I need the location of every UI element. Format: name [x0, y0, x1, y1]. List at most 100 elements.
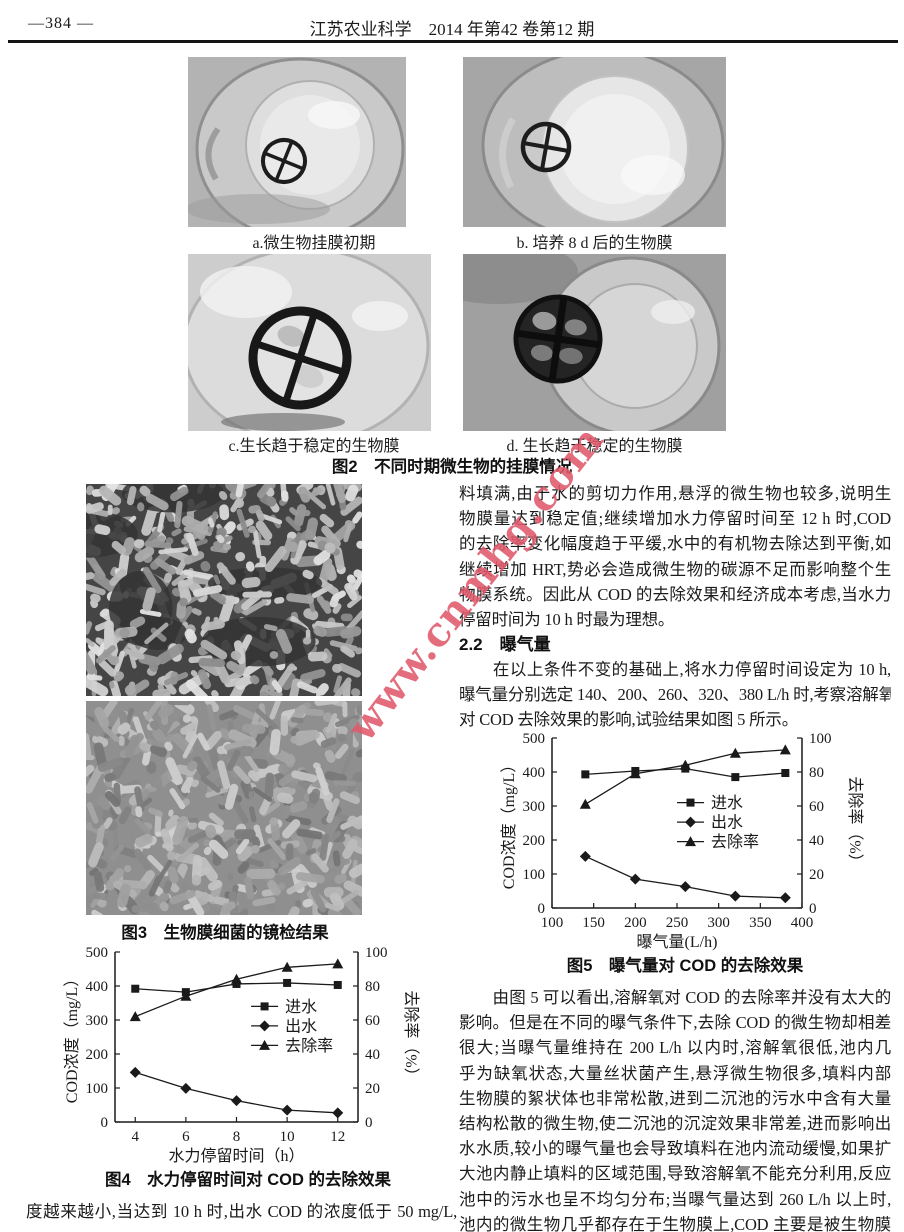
svg-text:水力停留时间（h）: 水力停留时间（h） [168, 1147, 304, 1165]
right-paragraph-2: 在以上条件不变的基础上,将水力停留时间设定为 10 h, 曝气量分别选定 140、… [459, 657, 891, 734]
text-line: 对 COD 去除效果的影响,试验结果如图 5 所示。 [459, 710, 799, 730]
figure3-sem-image-bottom [86, 701, 362, 915]
figure3-sem-image-top [86, 484, 362, 696]
svg-text:出水: 出水 [711, 814, 743, 832]
svg-text:60: 60 [809, 799, 824, 815]
figure2-subcaption-b: b. 培养 8 d 后的生物膜 [516, 235, 673, 252]
svg-text:6: 6 [182, 1129, 190, 1145]
svg-text:200: 200 [624, 915, 647, 931]
svg-text:100: 100 [541, 915, 564, 931]
text-line: 大池内静止填料的区域范围,导致溶解氧不能充分利用,反应 [459, 1164, 891, 1184]
svg-text:10: 10 [280, 1129, 295, 1145]
figure2-subcaption-d: d. 生长趋于稳定的生物膜 [506, 438, 683, 455]
text-line: 物膜量达到稳定值;继续增加水力停留时间至 12 h 时,COD [459, 509, 891, 529]
svg-text:COD浓度（mg/L）: COD浓度（mg/L） [500, 757, 518, 889]
figure4-caption: 图4 水力停留时间对 COD 的去除效果 [104, 1171, 391, 1189]
svg-text:100: 100 [523, 867, 546, 883]
section-heading-2-2: 2.2 曝气量 [459, 635, 551, 654]
header-rule [8, 40, 898, 43]
svg-text:去除率: 去除率 [285, 1037, 333, 1055]
svg-text:12: 12 [330, 1129, 345, 1145]
figure5-caption: 图5 曝气量对 COD 的去除效果 [566, 957, 804, 975]
text-line: 乎为缺氧状态,大量丝状菌产生,悬浮微生物很多,填料内部 [459, 1063, 891, 1083]
svg-text:进水: 进水 [285, 998, 317, 1016]
svg-text:0: 0 [101, 1115, 109, 1131]
svg-text:4: 4 [132, 1129, 140, 1145]
text-line: 很大;当曝气量维持在 200 L/h 以内时,溶解氧很低,池内几 [459, 1038, 891, 1058]
figure2-photo-c-beaker-image [188, 254, 431, 431]
svg-text:COD浓度（mg/L）: COD浓度（mg/L） [63, 971, 81, 1103]
series-line [135, 1071, 338, 1114]
text-line: 曝气量分别选定 140、200、260、320、380 L/h 时,考察溶解氧 [459, 685, 891, 705]
text-line: 物膜系统。因此从 COD 的去除效果和经济成本考虑,当水力 [459, 584, 891, 604]
svg-text:20: 20 [809, 867, 824, 883]
svg-text:进水: 进水 [711, 794, 743, 812]
svg-text:300: 300 [707, 915, 730, 931]
figure2-photo-d-beaker-image [463, 254, 726, 431]
svg-text:300: 300 [86, 1013, 109, 1029]
svg-text:400: 400 [523, 765, 546, 781]
svg-text:100: 100 [365, 945, 388, 961]
svg-text:150: 150 [582, 915, 605, 931]
text-line: 池中的污水也呈不均匀分布;当曝气量达到 260 L/h 以上时, [459, 1189, 891, 1209]
page-number: —384 — [28, 15, 94, 32]
svg-text:去除率（%）: 去除率（%） [846, 776, 864, 869]
svg-text:250: 250 [666, 915, 689, 931]
figure2-photo-a-beaker-image [188, 57, 406, 227]
biofilm-carrier-icon [513, 294, 603, 384]
text-line: 由图 5 可以看出,溶解氧对 COD 的去除率并没有太大的 [459, 988, 891, 1007]
svg-text:100: 100 [86, 1081, 109, 1097]
right-paragraph-1: 料填满,由于水的剪切力作用,悬浮的微生物也较多,说明生 物膜量达到稳定值;继续增加… [459, 481, 891, 633]
svg-text:0: 0 [365, 1115, 373, 1131]
svg-text:80: 80 [809, 765, 824, 781]
text-line: 生物膜的絮状体也非常松散,进到二沉池的污水中含有大量 [459, 1088, 891, 1108]
svg-text:300: 300 [523, 799, 546, 815]
svg-text:350: 350 [749, 915, 772, 931]
svg-text:400: 400 [791, 915, 814, 931]
figure2-subcaption-a: a.微生物挂膜初期 [252, 235, 376, 252]
svg-text:去除率（%）: 去除率（%） [402, 990, 420, 1083]
right-paragraph-3: 由图 5 可以看出,溶解氧对 COD 的去除率并没有太大的 影响。但是在不同的曝气… [459, 985, 891, 1232]
biofilm-carrier-icon [520, 121, 572, 173]
svg-text:0: 0 [538, 901, 546, 917]
svg-text:500: 500 [523, 731, 546, 747]
figure3-caption: 图3 生物膜细菌的镜检结果 [121, 924, 329, 942]
text-line: 结构松散的微生物,使二沉池的沉淀效果非常差,进而影响出 [459, 1113, 891, 1133]
svg-text:出水: 出水 [285, 1017, 317, 1035]
svg-text:曝气量(L/h): 曝气量(L/h) [637, 933, 718, 951]
figure4-chart: 4 6 8 10 12 0 100 200 300 400 500 0 20 40 60 80 100 水力停留时… [60, 942, 460, 1167]
svg-text:40: 40 [809, 833, 824, 849]
biofilm-carrier-icon [248, 306, 352, 410]
figure2-caption: 图2 不同时期微生物的挂膜情况 [331, 458, 573, 476]
journal-title: 江苏农业科学 2014 年第42 卷第12 期 [309, 20, 595, 39]
text-line: 度越来越小,当达到 10 h 时,出水 COD 的浓度低于 50 mg/L, [26, 1202, 457, 1221]
svg-text:20: 20 [365, 1081, 380, 1097]
text-line: 料填满,由于水的剪切力作用,悬浮的微生物也较多,说明生 [459, 484, 891, 503]
text-line: 停留时间为 10 h 时最为理想。 [459, 609, 675, 629]
svg-text:80: 80 [365, 979, 380, 995]
text-line: 影响。但是在不同的曝气条件下,去除 COD 的微生物却相差 [459, 1013, 891, 1033]
text-line: 继续增加 HRT,势必会造成微生物的碳源不足而影响整个生 [459, 559, 891, 579]
svg-text:200: 200 [523, 833, 546, 849]
svg-text:0: 0 [809, 901, 817, 917]
figure5-chart: 100 150 200 250 300 350 400 0 100 200 300 400 500 0 20… [470, 728, 900, 953]
biofilm-carrier-icon [261, 138, 307, 184]
svg-text:400: 400 [86, 979, 109, 995]
text-line: 的去除率变化幅度趋于平缓,水中的有机物去除达到平衡,如 [459, 534, 891, 554]
svg-text:40: 40 [365, 1047, 380, 1063]
svg-text:200: 200 [86, 1047, 109, 1063]
text-line: 在以上条件不变的基础上,将水力停留时间设定为 10 h, [459, 660, 891, 679]
figure2-photo-b-beaker-image [463, 57, 726, 227]
chart-canvas: 100 150 200 250 300 350 4000100200300400500020… [500, 731, 864, 951]
text-line: 池内的微生物几乎都存在于生物膜上,COD 主要是被生物膜 [459, 1214, 891, 1232]
figure2-subcaption-c: c.生长趋于稳定的生物膜 [228, 438, 400, 455]
series-line [584, 749, 786, 805]
svg-text:500: 500 [86, 945, 109, 961]
left-column-bottom-line: 度越来越小,当达到 10 h 时,出水 COD 的浓度低于 50 mg/L, [26, 1199, 457, 1225]
svg-text:去除率: 去除率 [711, 833, 759, 851]
svg-text:8: 8 [233, 1129, 241, 1145]
chart-canvas: 4 6 8 10 12 0 100 200 300 400 500 0 20 40 60 80 100 水力停留时… [63, 945, 420, 1165]
text-line: 水水质,较小的曝气量也会导致填料在池内流动缓慢,如果扩 [459, 1139, 891, 1159]
svg-text:100: 100 [809, 731, 832, 747]
